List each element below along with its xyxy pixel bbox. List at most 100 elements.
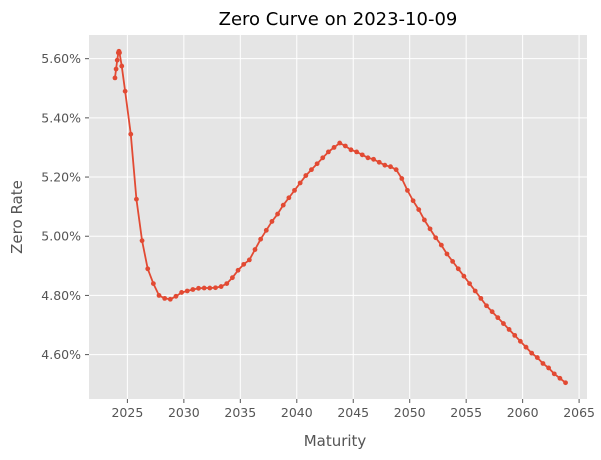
y-tick-label: 4.60% <box>41 347 81 362</box>
data-point <box>297 180 303 186</box>
data-point <box>303 173 309 178</box>
data-point <box>506 327 512 332</box>
data-point <box>309 167 314 173</box>
y-tick-label: 5.40% <box>41 110 81 125</box>
data-point <box>218 284 224 289</box>
data-point <box>258 236 264 242</box>
data-point <box>410 198 416 204</box>
data-point <box>455 266 461 272</box>
data-point <box>128 131 134 137</box>
data-point <box>450 258 456 264</box>
data-point <box>145 266 151 272</box>
data-point <box>348 147 354 153</box>
data-point <box>393 167 399 173</box>
data-point <box>534 355 540 360</box>
data-point <box>207 285 213 291</box>
data-point <box>275 211 280 217</box>
data-point <box>213 285 218 291</box>
x-tick-label: 2025 <box>111 405 143 420</box>
data-point <box>489 309 495 315</box>
data-point <box>382 162 388 168</box>
data-point <box>112 75 118 81</box>
x-tick-label: 2065 <box>563 405 595 420</box>
x-tick-label: 2045 <box>337 405 369 420</box>
data-point <box>190 287 196 292</box>
data-point <box>523 344 529 350</box>
data-point <box>365 155 371 161</box>
data-point <box>354 149 360 155</box>
data-point <box>113 66 119 72</box>
data-point <box>359 152 365 158</box>
data-point <box>342 143 348 149</box>
data-point <box>495 315 501 321</box>
data-point <box>405 187 410 193</box>
data-point <box>184 288 190 294</box>
x-tick-label: 2035 <box>224 405 256 420</box>
data-point <box>134 196 139 202</box>
data-point <box>314 161 320 167</box>
data-point <box>376 159 382 165</box>
data-point <box>173 293 179 299</box>
data-point <box>331 145 337 150</box>
y-tick-label: 5.00% <box>41 229 81 244</box>
y-tick-label: 5.60% <box>41 51 81 66</box>
data-point <box>478 295 484 301</box>
plot-area <box>89 35 587 399</box>
data-point <box>421 217 427 223</box>
data-point <box>388 164 393 170</box>
x-tick-label: 2055 <box>450 405 482 420</box>
data-point <box>540 361 546 366</box>
x-tick-label: 2040 <box>281 405 313 420</box>
x-tick-label: 2050 <box>394 405 426 420</box>
data-point <box>263 227 269 233</box>
data-point <box>156 293 162 298</box>
data-point <box>196 285 201 291</box>
data-point <box>114 57 120 63</box>
chart-title: Zero Curve on 2023-10-09 <box>219 9 458 30</box>
data-point <box>235 267 241 273</box>
data-point <box>139 238 145 244</box>
data-point <box>286 195 292 201</box>
data-point <box>117 50 122 56</box>
y-tick-label: 4.80% <box>41 288 81 303</box>
data-point <box>517 338 523 344</box>
data-point <box>501 321 506 326</box>
data-point <box>433 235 439 241</box>
data-point <box>122 88 128 94</box>
data-point <box>179 290 185 295</box>
data-point <box>230 275 235 281</box>
x-tick-label: 2060 <box>507 405 539 420</box>
data-point <box>337 140 343 146</box>
grid <box>89 35 587 399</box>
data-point <box>326 149 331 155</box>
y-axis-label: Zero Rate <box>8 180 26 254</box>
data-point <box>371 156 376 162</box>
y-tick-label: 5.20% <box>41 170 81 185</box>
data-point <box>320 155 326 161</box>
data-point <box>252 247 258 252</box>
data-point <box>472 288 478 294</box>
data-point <box>280 202 286 208</box>
data-point <box>167 296 173 302</box>
data-point <box>438 242 444 248</box>
data-point <box>416 207 422 213</box>
x-tick-label: 2030 <box>168 405 200 420</box>
data-point <box>269 219 275 224</box>
data-point <box>546 365 552 371</box>
data-point <box>427 226 433 232</box>
data-point <box>292 187 297 193</box>
data-point <box>444 251 450 257</box>
data-point <box>563 380 568 386</box>
data-point <box>461 273 467 279</box>
data-point <box>467 281 472 286</box>
data-point <box>246 257 252 263</box>
data-series <box>112 48 568 386</box>
data-point <box>162 295 168 301</box>
data-point <box>399 176 405 181</box>
data-point <box>201 285 207 291</box>
data-point <box>551 371 557 377</box>
data-point <box>241 261 247 267</box>
data-point <box>557 375 563 381</box>
